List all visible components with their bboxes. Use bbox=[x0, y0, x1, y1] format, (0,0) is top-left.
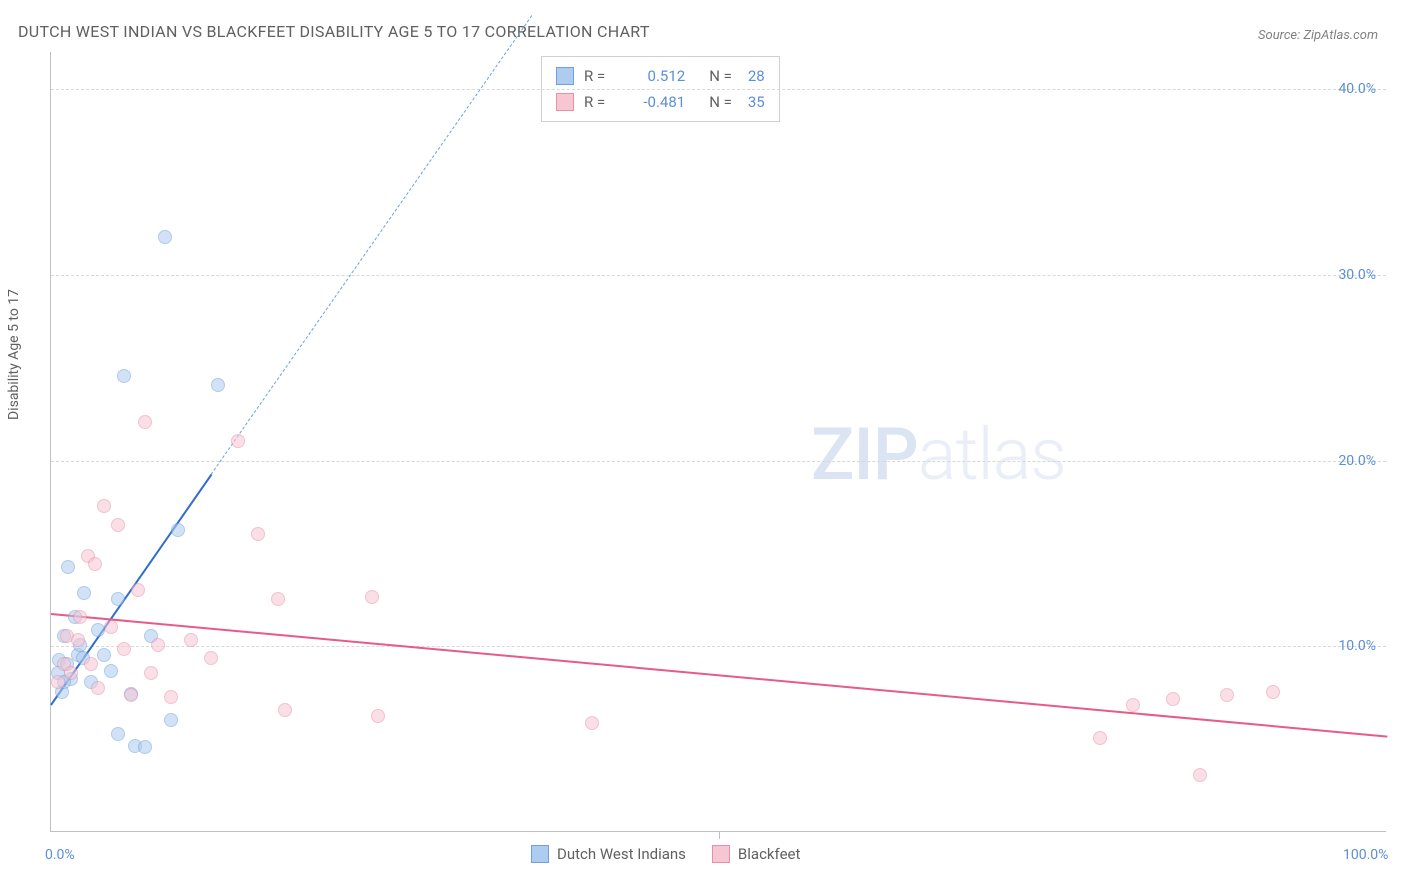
data-point bbox=[138, 740, 152, 754]
source-attribution: Source: ZipAtlas.com bbox=[1258, 28, 1378, 43]
data-point bbox=[585, 716, 599, 730]
source-label: Source: bbox=[1258, 28, 1300, 43]
x-tick-label: 0.0% bbox=[45, 847, 75, 863]
data-point bbox=[271, 592, 285, 606]
legend-row-series1: R = 0.512 N = 28 bbox=[556, 63, 765, 89]
x-tick-label: 100.0% bbox=[1343, 847, 1388, 863]
series-legend: Dutch West Indians Blackfeet bbox=[531, 845, 800, 863]
gridline bbox=[51, 89, 1386, 90]
data-point bbox=[97, 499, 111, 513]
r-label: R = bbox=[584, 93, 605, 111]
r-value-series2: -0.481 bbox=[615, 93, 685, 111]
data-point bbox=[171, 523, 185, 537]
r-label: R = bbox=[584, 67, 605, 85]
data-point bbox=[71, 633, 85, 647]
y-axis-label: Disability Age 5 to 17 bbox=[6, 289, 22, 420]
data-point bbox=[1266, 685, 1280, 699]
trend-line bbox=[51, 613, 1387, 738]
legend-swatch-series2 bbox=[556, 93, 574, 111]
data-point bbox=[64, 666, 78, 680]
legend-bottom-label-1: Dutch West Indians bbox=[557, 845, 686, 863]
data-point bbox=[371, 709, 385, 723]
y-tick-label: 10.0% bbox=[1338, 638, 1376, 654]
scatter-plot: ZIPatlas R = 0.512 N = 28 R = -0.481 N =… bbox=[50, 52, 1386, 832]
n-label: N = bbox=[709, 93, 732, 111]
gridline bbox=[51, 275, 1386, 276]
r-value-series1: 0.512 bbox=[615, 67, 685, 85]
data-point bbox=[117, 642, 131, 656]
watermark-light: atlas bbox=[918, 412, 1066, 497]
legend-bottom-label-2: Blackfeet bbox=[738, 845, 800, 863]
data-point bbox=[111, 518, 125, 532]
data-point bbox=[88, 557, 102, 571]
y-tick-label: 20.0% bbox=[1338, 453, 1376, 469]
data-point bbox=[151, 638, 165, 652]
data-point bbox=[1126, 698, 1140, 712]
data-point bbox=[278, 703, 292, 717]
data-point bbox=[104, 664, 118, 678]
data-point bbox=[61, 560, 75, 574]
data-point bbox=[138, 415, 152, 429]
data-point bbox=[184, 633, 198, 647]
data-point bbox=[1220, 688, 1234, 702]
data-point bbox=[104, 620, 118, 634]
source-value: ZipAtlas.com bbox=[1303, 28, 1378, 43]
data-point bbox=[204, 651, 218, 665]
legend-row-series2: R = -0.481 N = 35 bbox=[556, 89, 765, 115]
n-label: N = bbox=[709, 67, 732, 85]
data-point bbox=[158, 230, 172, 244]
data-point bbox=[164, 690, 178, 704]
legend-swatch-series1 bbox=[556, 67, 574, 85]
data-point bbox=[84, 657, 98, 671]
chart-title: DUTCH WEST INDIAN VS BLACKFEET DISABILIT… bbox=[18, 22, 650, 41]
data-point bbox=[77, 586, 91, 600]
trend-line bbox=[211, 15, 532, 474]
gridline bbox=[51, 461, 1386, 462]
data-point bbox=[231, 434, 245, 448]
watermark-bold: ZIP bbox=[811, 412, 918, 497]
data-point bbox=[91, 681, 105, 695]
data-point bbox=[91, 623, 105, 637]
data-point bbox=[73, 610, 87, 624]
data-point bbox=[1166, 692, 1180, 706]
data-point bbox=[1193, 768, 1207, 782]
data-point bbox=[144, 666, 158, 680]
data-point bbox=[111, 592, 125, 606]
data-point bbox=[365, 590, 379, 604]
gridline bbox=[51, 646, 1386, 647]
data-point bbox=[164, 713, 178, 727]
legend-bottom-swatch-2 bbox=[712, 845, 730, 863]
watermark: ZIPatlas bbox=[811, 412, 1066, 497]
y-tick-label: 30.0% bbox=[1338, 267, 1376, 283]
data-point bbox=[251, 527, 265, 541]
legend-bottom-swatch-1 bbox=[531, 845, 549, 863]
x-tick bbox=[719, 831, 720, 839]
y-tick-label: 40.0% bbox=[1338, 81, 1376, 97]
data-point bbox=[51, 675, 65, 689]
data-point bbox=[1093, 731, 1107, 745]
n-value-series2: 35 bbox=[748, 93, 765, 111]
legend-item-series2: Blackfeet bbox=[712, 845, 800, 863]
data-point bbox=[111, 727, 125, 741]
data-point bbox=[97, 648, 111, 662]
data-point bbox=[131, 583, 145, 597]
n-value-series1: 28 bbox=[748, 67, 765, 85]
data-point bbox=[124, 688, 138, 702]
data-point bbox=[211, 378, 225, 392]
data-point bbox=[117, 369, 131, 383]
legend-item-series1: Dutch West Indians bbox=[531, 845, 686, 863]
